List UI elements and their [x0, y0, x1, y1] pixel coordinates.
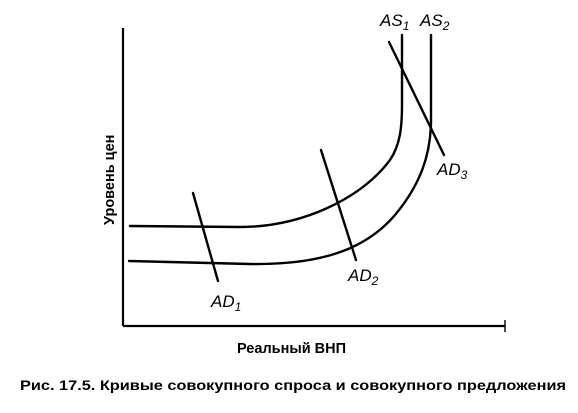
ad1-line	[191, 191, 220, 283]
as1-label: AS1	[379, 11, 409, 33]
as2-curve	[127, 33, 433, 266]
ad2-label: AD2	[347, 266, 379, 288]
ad3-line	[387, 40, 446, 157]
ad3-label: AD3	[436, 160, 468, 182]
y-axis-title: Уровень цен	[102, 135, 118, 225]
figure-caption: Рис. 17.5. Кривые совокупного спроса и с…	[20, 377, 566, 393]
x-axis-title: Реальный ВНП	[237, 341, 346, 357]
ad2-line	[319, 148, 358, 262]
as1-curve	[128, 33, 404, 229]
ad1-label: AD1	[210, 292, 241, 314]
as2-label: AS2	[419, 11, 450, 33]
